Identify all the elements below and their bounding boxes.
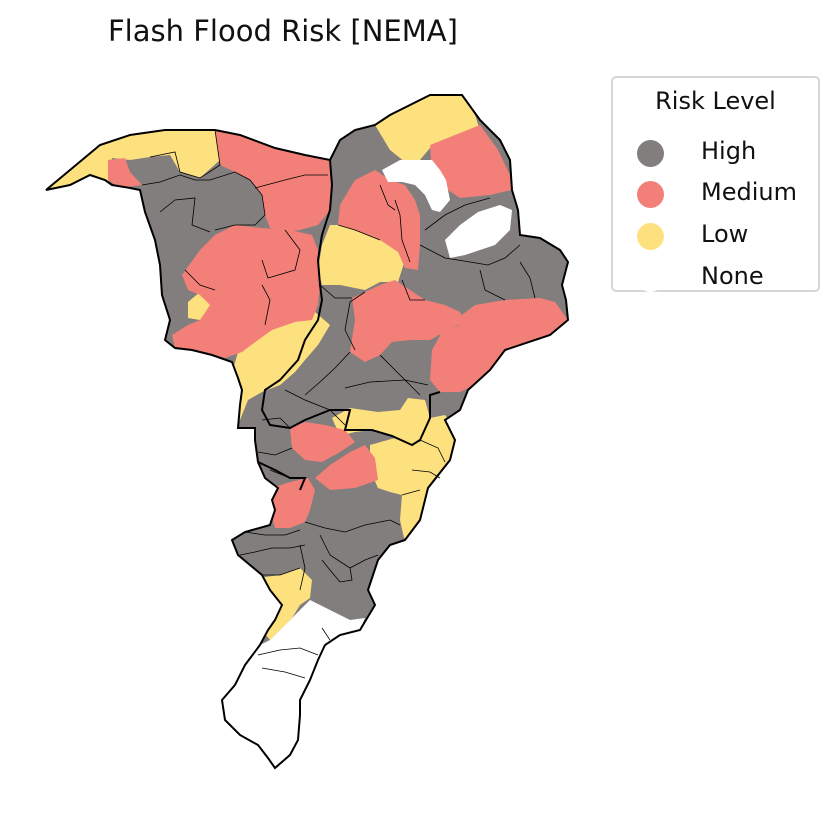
region-medium-west-large — [172, 225, 320, 358]
legend-title: Risk Level — [655, 87, 776, 115]
legend-swatch-high — [637, 140, 664, 167]
legend: Risk Level High Medium Low None — [611, 76, 820, 292]
region-none-northeast-blob — [445, 205, 512, 258]
map-title: Flash Flood Risk [NEMA] — [108, 14, 458, 48]
region-medium-northwest-pocket — [108, 158, 142, 188]
region-medium-east — [430, 298, 568, 392]
region-medium-north-central — [338, 170, 420, 270]
legend-label-medium: Medium — [701, 178, 797, 206]
legend-swatch-low — [637, 223, 664, 250]
region-none-south — [222, 600, 365, 768]
legend-swatch-none — [637, 265, 664, 292]
state-borders — [45, 94, 570, 770]
region-low-center-band — [332, 398, 430, 445]
legend-label-none: None — [701, 262, 764, 290]
region-medium-south-mid — [315, 445, 378, 490]
legend-item-none: None — [613, 259, 818, 295]
legend-label-high: High — [701, 137, 757, 165]
region-medium-south-west — [270, 478, 315, 528]
legend-item-medium: Medium — [613, 175, 818, 211]
region-low-north-tip — [375, 95, 480, 162]
legend-swatch-medium — [637, 181, 664, 208]
legend-item-high: High — [613, 134, 818, 170]
region-medium-northeast — [430, 125, 512, 198]
region-medium-south-central — [290, 422, 355, 462]
district-borders — [141, 129, 536, 679]
legend-label-low: Low — [701, 220, 749, 248]
region-medium-central — [350, 280, 465, 362]
legend-item-low: Low — [613, 217, 818, 253]
region-none-north-blob — [382, 160, 450, 212]
region-low-northwest-strip — [46, 130, 220, 200]
